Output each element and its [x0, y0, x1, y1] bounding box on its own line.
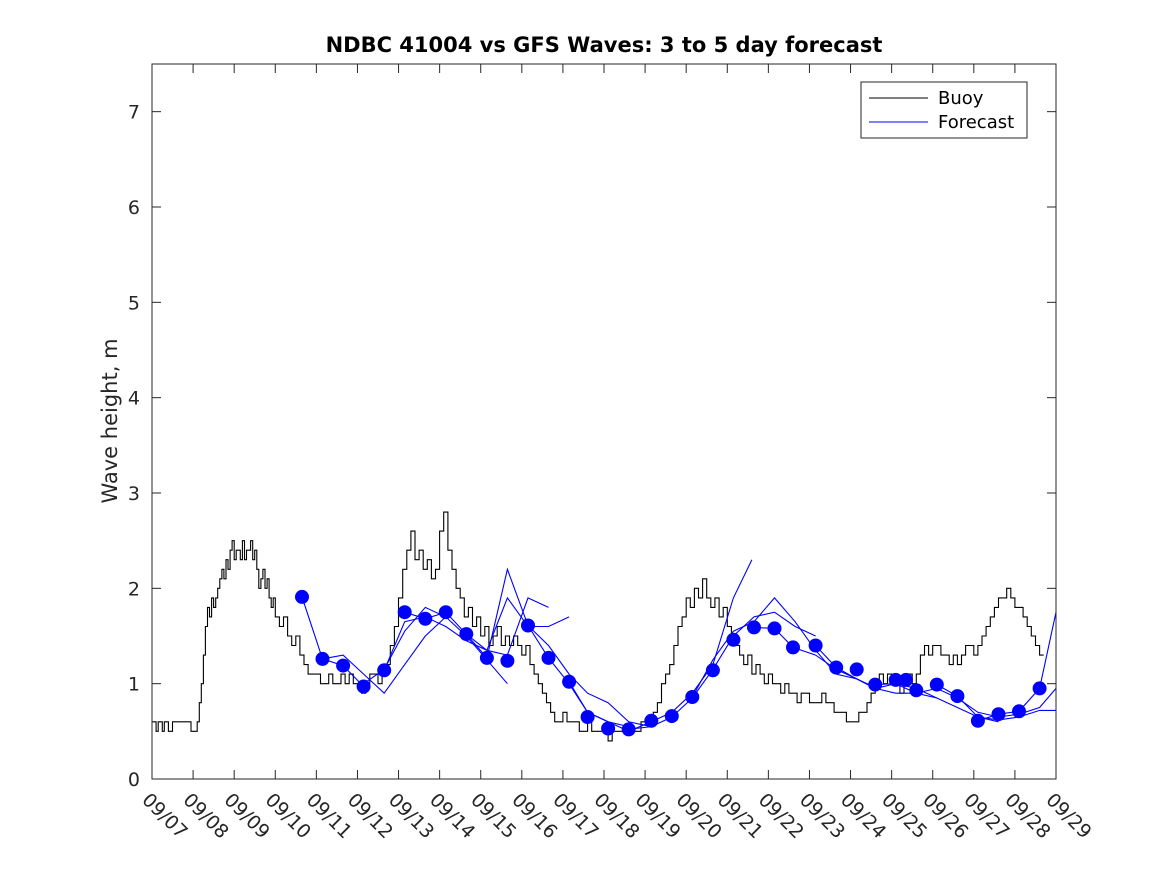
forecast-line-1 — [322, 616, 447, 695]
forecast-point — [909, 683, 924, 698]
forecast-point — [521, 618, 535, 633]
forecast-point — [829, 660, 844, 675]
forecast-point — [397, 605, 412, 620]
forecast-point — [336, 658, 351, 673]
chart-title: NDBC 41004 vs GFS Waves: 3 to 5 day fore… — [326, 33, 883, 57]
legend: Buoy Forecast — [860, 81, 1028, 139]
forecast-point — [786, 640, 800, 655]
forecast-line-6 — [527, 625, 652, 728]
plot-frame — [151, 63, 1057, 780]
forecast-point — [418, 611, 433, 626]
forecast-point — [479, 650, 494, 665]
forecast-point — [377, 663, 392, 678]
forecast-line-0 — [301, 596, 364, 687]
forecast-point — [950, 689, 965, 704]
forecast-line-12 — [875, 683, 1057, 718]
forecast-point — [295, 589, 309, 604]
forecast-point — [664, 709, 679, 724]
forecast-point — [438, 605, 453, 620]
forecast-point — [808, 638, 823, 653]
y-tick-label: 4 — [128, 388, 140, 410]
y-tick-label: 6 — [128, 197, 140, 219]
forecast-line-4 — [404, 596, 570, 652]
forecast-point — [747, 620, 761, 635]
legend-box — [860, 81, 1028, 139]
forecast-point — [500, 653, 515, 668]
y-axis-label: Wave height, m — [98, 338, 122, 503]
forecast-point — [621, 722, 636, 737]
y-tick-label: 0 — [128, 769, 140, 791]
buoy-series — [152, 511, 1044, 742]
forecast-line-10 — [753, 626, 937, 699]
forecast-point — [705, 663, 720, 678]
legend-buoy-label: Buoy — [938, 88, 984, 109]
y-tick-label: 3 — [128, 483, 140, 505]
forecast-line-9 — [691, 597, 878, 698]
forecast-point — [685, 690, 700, 704]
forecast-point — [541, 650, 556, 665]
forecast-point — [849, 662, 864, 677]
y-axis-ticks: 0 1 2 3 4 5 6 7 — [128, 102, 1056, 791]
forecast-point — [970, 713, 985, 728]
forecast-point — [356, 679, 371, 694]
buoy-line — [152, 511, 1044, 742]
forecast-point — [991, 707, 1006, 722]
forecast-point — [562, 674, 577, 689]
forecast-point — [767, 621, 782, 636]
forecast-point — [1012, 704, 1026, 719]
forecast-point — [929, 677, 944, 692]
y-tick-label: 5 — [128, 292, 140, 314]
forecast-point — [315, 651, 330, 666]
legend-forecast-label: Forecast — [938, 112, 1014, 133]
forecast-point — [601, 721, 616, 736]
forecast-markers — [295, 589, 1047, 737]
forecast-point — [899, 672, 913, 687]
plot-background — [152, 64, 1056, 779]
forecast-point — [644, 713, 659, 728]
y-tick-label: 2 — [128, 578, 140, 600]
forecast-line-7 — [568, 559, 753, 732]
forecast-point — [868, 677, 883, 692]
forecast-line-8 — [628, 611, 816, 730]
forecast-point — [726, 632, 741, 647]
forecast-point — [580, 710, 595, 724]
forecast-point — [1032, 681, 1047, 696]
forecast-point — [459, 627, 474, 642]
y-tick-label: 1 — [128, 674, 140, 696]
y-tick-label: 7 — [128, 102, 140, 124]
